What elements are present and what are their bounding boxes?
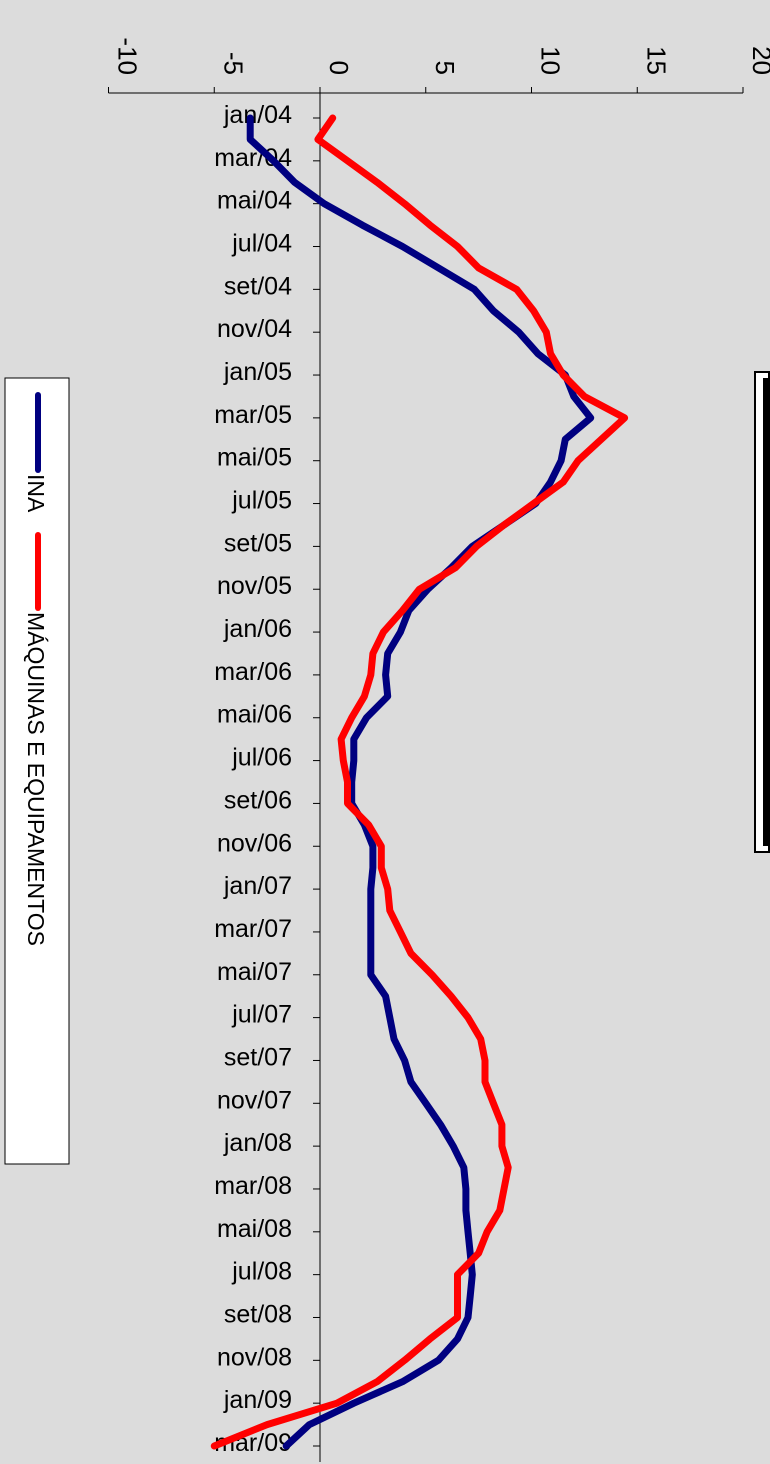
category-tick-label: mar/05 [214, 401, 292, 429]
category-tick-label: nov/07 [217, 1086, 292, 1114]
category-tick-label: jul/05 [231, 487, 292, 515]
category-tick-label: nov/05 [217, 572, 292, 600]
category-tick-label: set/06 [224, 786, 292, 814]
series-line-maquinas [210, 114, 629, 1450]
category-tick-label: mar/07 [214, 915, 292, 943]
category-tick-label: jan/05 [223, 358, 292, 386]
category-tick-label: mar/06 [214, 658, 292, 686]
category-tick-label: set/07 [224, 1043, 292, 1071]
title-box [754, 371, 770, 853]
legend-box [4, 377, 70, 1165]
value-tick-label: -5 [218, 52, 248, 75]
legend-label-maquinas: MÁQUINAS E EQUIPAMENTOS [23, 612, 49, 946]
category-tick-label: nov/08 [217, 1343, 292, 1371]
series-lines [210, 114, 629, 1450]
category-tick-label: nov/04 [217, 315, 292, 343]
category-tick-label: mai/06 [217, 701, 292, 729]
category-tick-label: mai/08 [217, 1215, 292, 1243]
category-tick-label: set/04 [224, 272, 292, 300]
category-tick-label: jul/06 [231, 744, 292, 772]
category-tick-label: nov/06 [217, 829, 292, 857]
category-tick-label: jan/07 [223, 872, 292, 900]
value-tick-label: 15 [641, 46, 671, 75]
value-tick-label: 10 [536, 46, 566, 75]
category-tick-label: set/08 [224, 1300, 292, 1328]
ticks: -10 -5 0 5 10 15 20jan/04mar/04mai/04jul/04set… [108, 37, 770, 1457]
value-tick-label: 5 [430, 61, 460, 75]
category-tick-label: jul/04 [231, 230, 292, 258]
legend: INA MÁQUINAS E EQUIPAMENTOS [4, 377, 70, 1165]
category-tick-label: mar/08 [214, 1172, 292, 1200]
category-tick-label: jan/08 [223, 1129, 292, 1157]
category-tick-label: jan/09 [223, 1386, 292, 1414]
category-tick-label: mai/05 [217, 444, 292, 472]
category-tick-label: jan/06 [223, 615, 292, 643]
value-tick-label: 0 [324, 61, 354, 75]
category-tick-label: jul/07 [231, 1001, 292, 1029]
category-tick-label: jul/08 [231, 1258, 292, 1286]
category-tick-label: mai/04 [217, 187, 292, 215]
value-tick-label: -10 [113, 37, 143, 75]
series-line-ina [246, 114, 595, 1450]
legend-label-ina: INA [23, 474, 49, 513]
category-tick-label: set/05 [224, 529, 292, 557]
value-tick-label: 20 [747, 46, 770, 75]
category-tick-label: mai/07 [217, 958, 292, 986]
category-tick-label: jan/04 [223, 101, 292, 129]
